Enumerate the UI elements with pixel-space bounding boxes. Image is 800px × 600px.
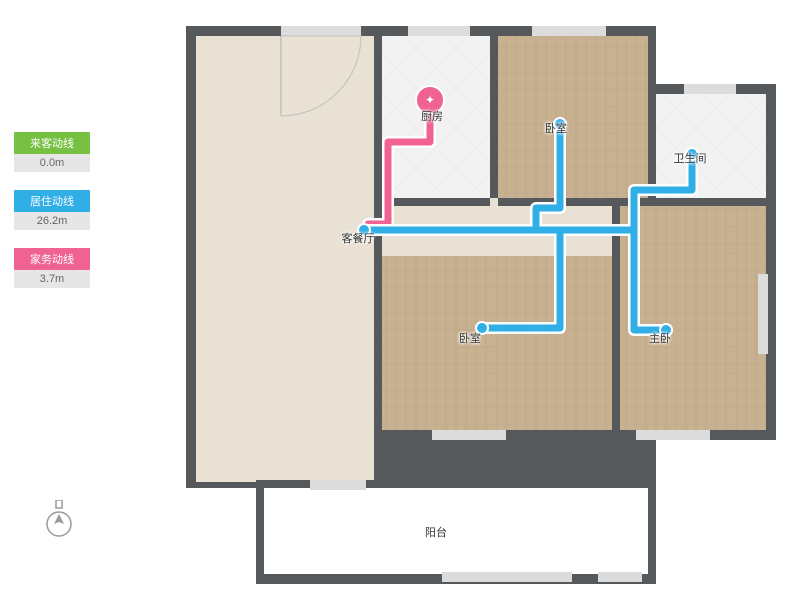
legend-item-living: 居住动线 26.2m: [14, 190, 90, 230]
legend-label: 居住动线: [14, 190, 90, 212]
room-label: 阳台: [425, 524, 447, 540]
legend-value: 26.2m: [14, 212, 90, 230]
room-label: 卧室: [545, 120, 567, 136]
legend-value: 3.7m: [14, 270, 90, 288]
legend-value: 0.0m: [14, 154, 90, 172]
room-label: 卫生间: [674, 150, 707, 166]
room-label: 厨房: [421, 108, 443, 124]
room-label: 主卧: [649, 330, 671, 346]
svg-text:✦: ✦: [425, 93, 435, 107]
compass-icon: [44, 500, 74, 540]
legend-label: 来客动线: [14, 132, 90, 154]
legend: 来客动线 0.0m 居住动线 26.2m 家务动线 3.7m: [14, 132, 90, 306]
legend-item-guest: 来客动线 0.0m: [14, 132, 90, 172]
room-label: 客餐厅: [342, 230, 375, 246]
legend-item-chore: 家务动线 3.7m: [14, 248, 90, 288]
legend-label: 家务动线: [14, 248, 90, 270]
room-label: 卧室: [459, 330, 481, 346]
floorplan: ✦ 厨房卧室卫生间客餐厅卧室主卧阳台: [136, 8, 784, 592]
